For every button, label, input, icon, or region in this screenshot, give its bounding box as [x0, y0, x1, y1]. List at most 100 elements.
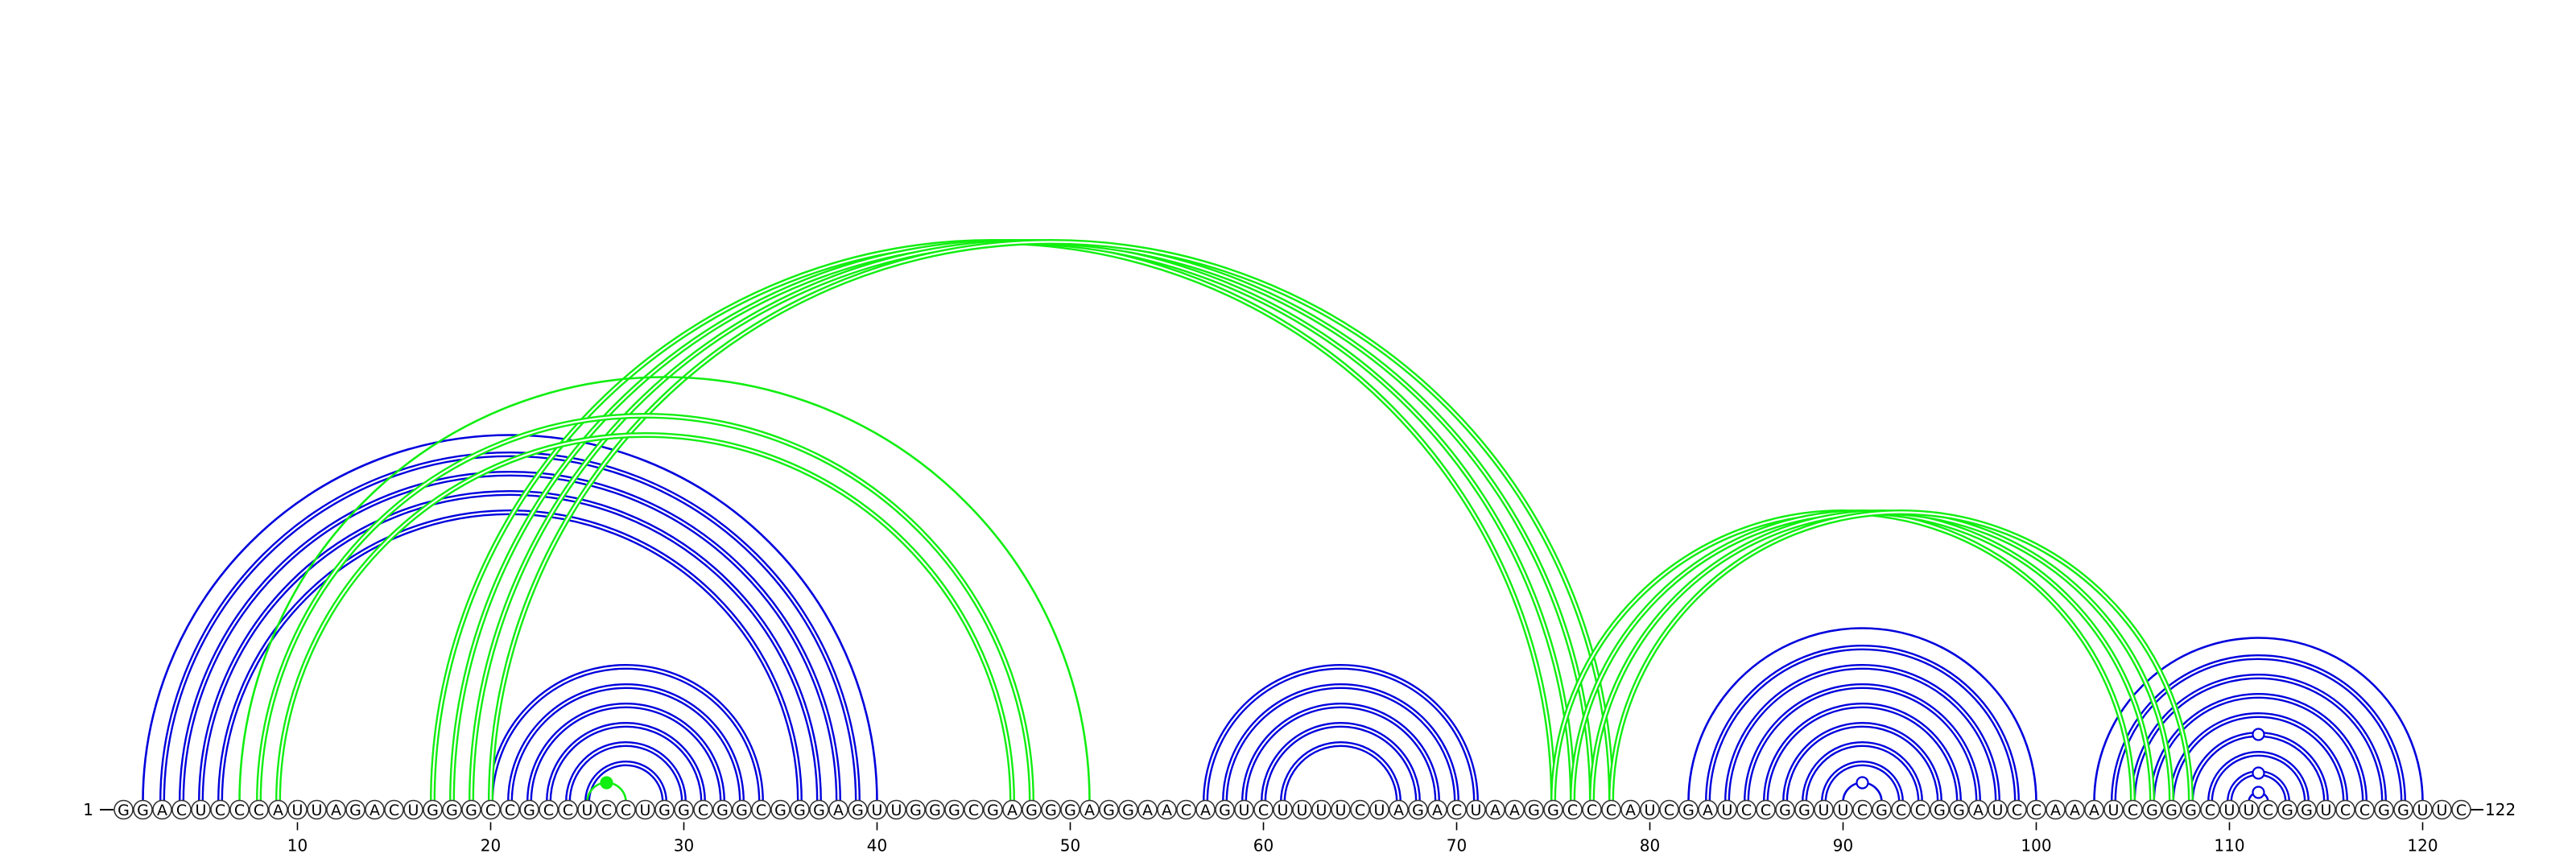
nucleotide-51: A — [1080, 799, 1100, 820]
pair-arc-57-71 — [1203, 664, 1479, 802]
svg-text:C: C — [1451, 802, 1462, 819]
nucleotide-18: G — [442, 799, 462, 820]
svg-text:A: A — [2089, 802, 2099, 819]
nucleotide-108: G — [2181, 799, 2201, 820]
svg-text:G: G — [2301, 802, 2313, 819]
nucleotide-115: U — [2316, 799, 2336, 820]
nucleotide-4: C — [171, 799, 192, 820]
svg-text:G: G — [1547, 802, 1559, 819]
nucleotide-11: U — [307, 799, 327, 820]
tick-70: 70 — [1447, 822, 1467, 856]
pair-arc-104-119 — [2111, 654, 2406, 802]
pair-arc-84-98 — [1724, 664, 2000, 802]
nucleotide-25: U — [577, 799, 597, 820]
svg-text:A: A — [1509, 802, 1520, 819]
svg-text:10: 10 — [287, 836, 308, 856]
nucleotide-117: C — [2355, 799, 2375, 820]
nucleotide-42: G — [906, 799, 926, 820]
nucleotide-31: C — [693, 799, 713, 820]
svg-text:G: G — [1064, 802, 1076, 819]
nucleotide-88: G — [1794, 799, 1814, 820]
nucleotide-23: C — [539, 799, 559, 820]
nucleotide-52: G — [1099, 799, 1119, 820]
svg-text:C: C — [1896, 802, 1906, 819]
svg-text:U: U — [2321, 802, 2332, 819]
nucleotide-119: G — [2393, 799, 2413, 820]
svg-text:U: U — [2417, 802, 2429, 819]
nucleotide-39: G — [848, 799, 868, 820]
nucleotide-28: U — [635, 799, 655, 820]
nucleotide-48: G — [1022, 799, 1042, 820]
svg-text:G: G — [1876, 802, 1888, 819]
nucleotide-22: G — [519, 799, 539, 820]
svg-text:G: G — [794, 802, 806, 819]
pair-arc-89-93 — [1821, 761, 1904, 802]
svg-text:G: G — [523, 802, 535, 819]
pair-arc-5-37 — [198, 490, 822, 802]
svg-text:C: C — [601, 802, 612, 819]
svg-text:G: G — [2146, 802, 2158, 819]
svg-text:110: 110 — [2214, 836, 2244, 856]
tick-20: 20 — [481, 822, 501, 856]
svg-text:G: G — [1528, 802, 1540, 819]
svg-text:G: G — [736, 802, 748, 819]
svg-text:C: C — [485, 802, 496, 819]
nucleotide-80: U — [1640, 799, 1660, 820]
svg-text:G: G — [1122, 802, 1134, 819]
nucleotide-120: U — [2413, 799, 2433, 820]
svg-text:U: U — [1297, 802, 1308, 819]
pair-arc-85-97 — [1744, 683, 1981, 802]
nucleotide-17: G — [423, 799, 443, 820]
svg-text:G: G — [716, 802, 729, 819]
svg-text:U: U — [408, 802, 419, 819]
nucleotide-53: G — [1118, 799, 1138, 820]
svg-text:U: U — [2437, 802, 2448, 819]
tick-100: 100 — [2021, 822, 2052, 856]
svg-text:C: C — [176, 802, 187, 819]
svg-text:U: U — [312, 802, 323, 819]
svg-text:U: U — [1239, 802, 1250, 819]
nucleotide-101: A — [2046, 799, 2066, 820]
nucleotide-85: C — [1736, 799, 1757, 820]
nucleotide-105: C — [2123, 799, 2143, 820]
svg-text:G: G — [2165, 802, 2178, 819]
nucleotide-40: U — [867, 799, 887, 820]
svg-text:C: C — [621, 802, 631, 819]
nucleotide-34: C — [751, 799, 771, 820]
pair-arc-20-78 — [488, 239, 1614, 802]
nucleotide-54: A — [1137, 799, 1158, 820]
svg-text:A: A — [273, 802, 283, 819]
svg-text:U: U — [1374, 802, 1385, 819]
nucleotide-107: G — [2161, 799, 2182, 820]
nucleotide-7: C — [229, 799, 250, 820]
nucleotide-49: G — [1041, 799, 1061, 820]
backbone: 1 122 — [83, 800, 2516, 819]
svg-text:U: U — [1471, 802, 1482, 819]
pair-arc-25-29 — [584, 761, 667, 802]
pair-arc-18-76 — [449, 239, 1575, 802]
svg-text:C: C — [1664, 802, 1674, 819]
nucleotide-97: A — [1968, 799, 1988, 820]
svg-text:G: G — [1682, 802, 1695, 819]
svg-text:A: A — [1703, 802, 1713, 819]
svg-text:G: G — [465, 802, 477, 819]
arcs-layer — [142, 239, 2424, 802]
svg-text:G: G — [2378, 802, 2390, 819]
svg-text:70: 70 — [1447, 836, 1467, 856]
nucleotide-77: C — [1582, 799, 1602, 820]
nucleotide-109: C — [2200, 799, 2220, 820]
svg-text:G: G — [813, 802, 825, 819]
tick-30: 30 — [674, 822, 694, 856]
svg-text:A: A — [1490, 802, 1501, 819]
nucleotide-30: G — [674, 799, 694, 820]
svg-text:U: U — [292, 802, 303, 819]
nucleotide-64: U — [1331, 799, 1351, 820]
svg-text:G: G — [2281, 802, 2293, 819]
nucleotide-21: C — [500, 799, 520, 820]
nucleotide-41: U — [886, 799, 906, 820]
nucleotide-50: G — [1060, 799, 1080, 820]
svg-text:C: C — [2340, 802, 2351, 819]
nucleotide-59: U — [1234, 799, 1254, 820]
svg-text:A: A — [1973, 802, 1984, 819]
